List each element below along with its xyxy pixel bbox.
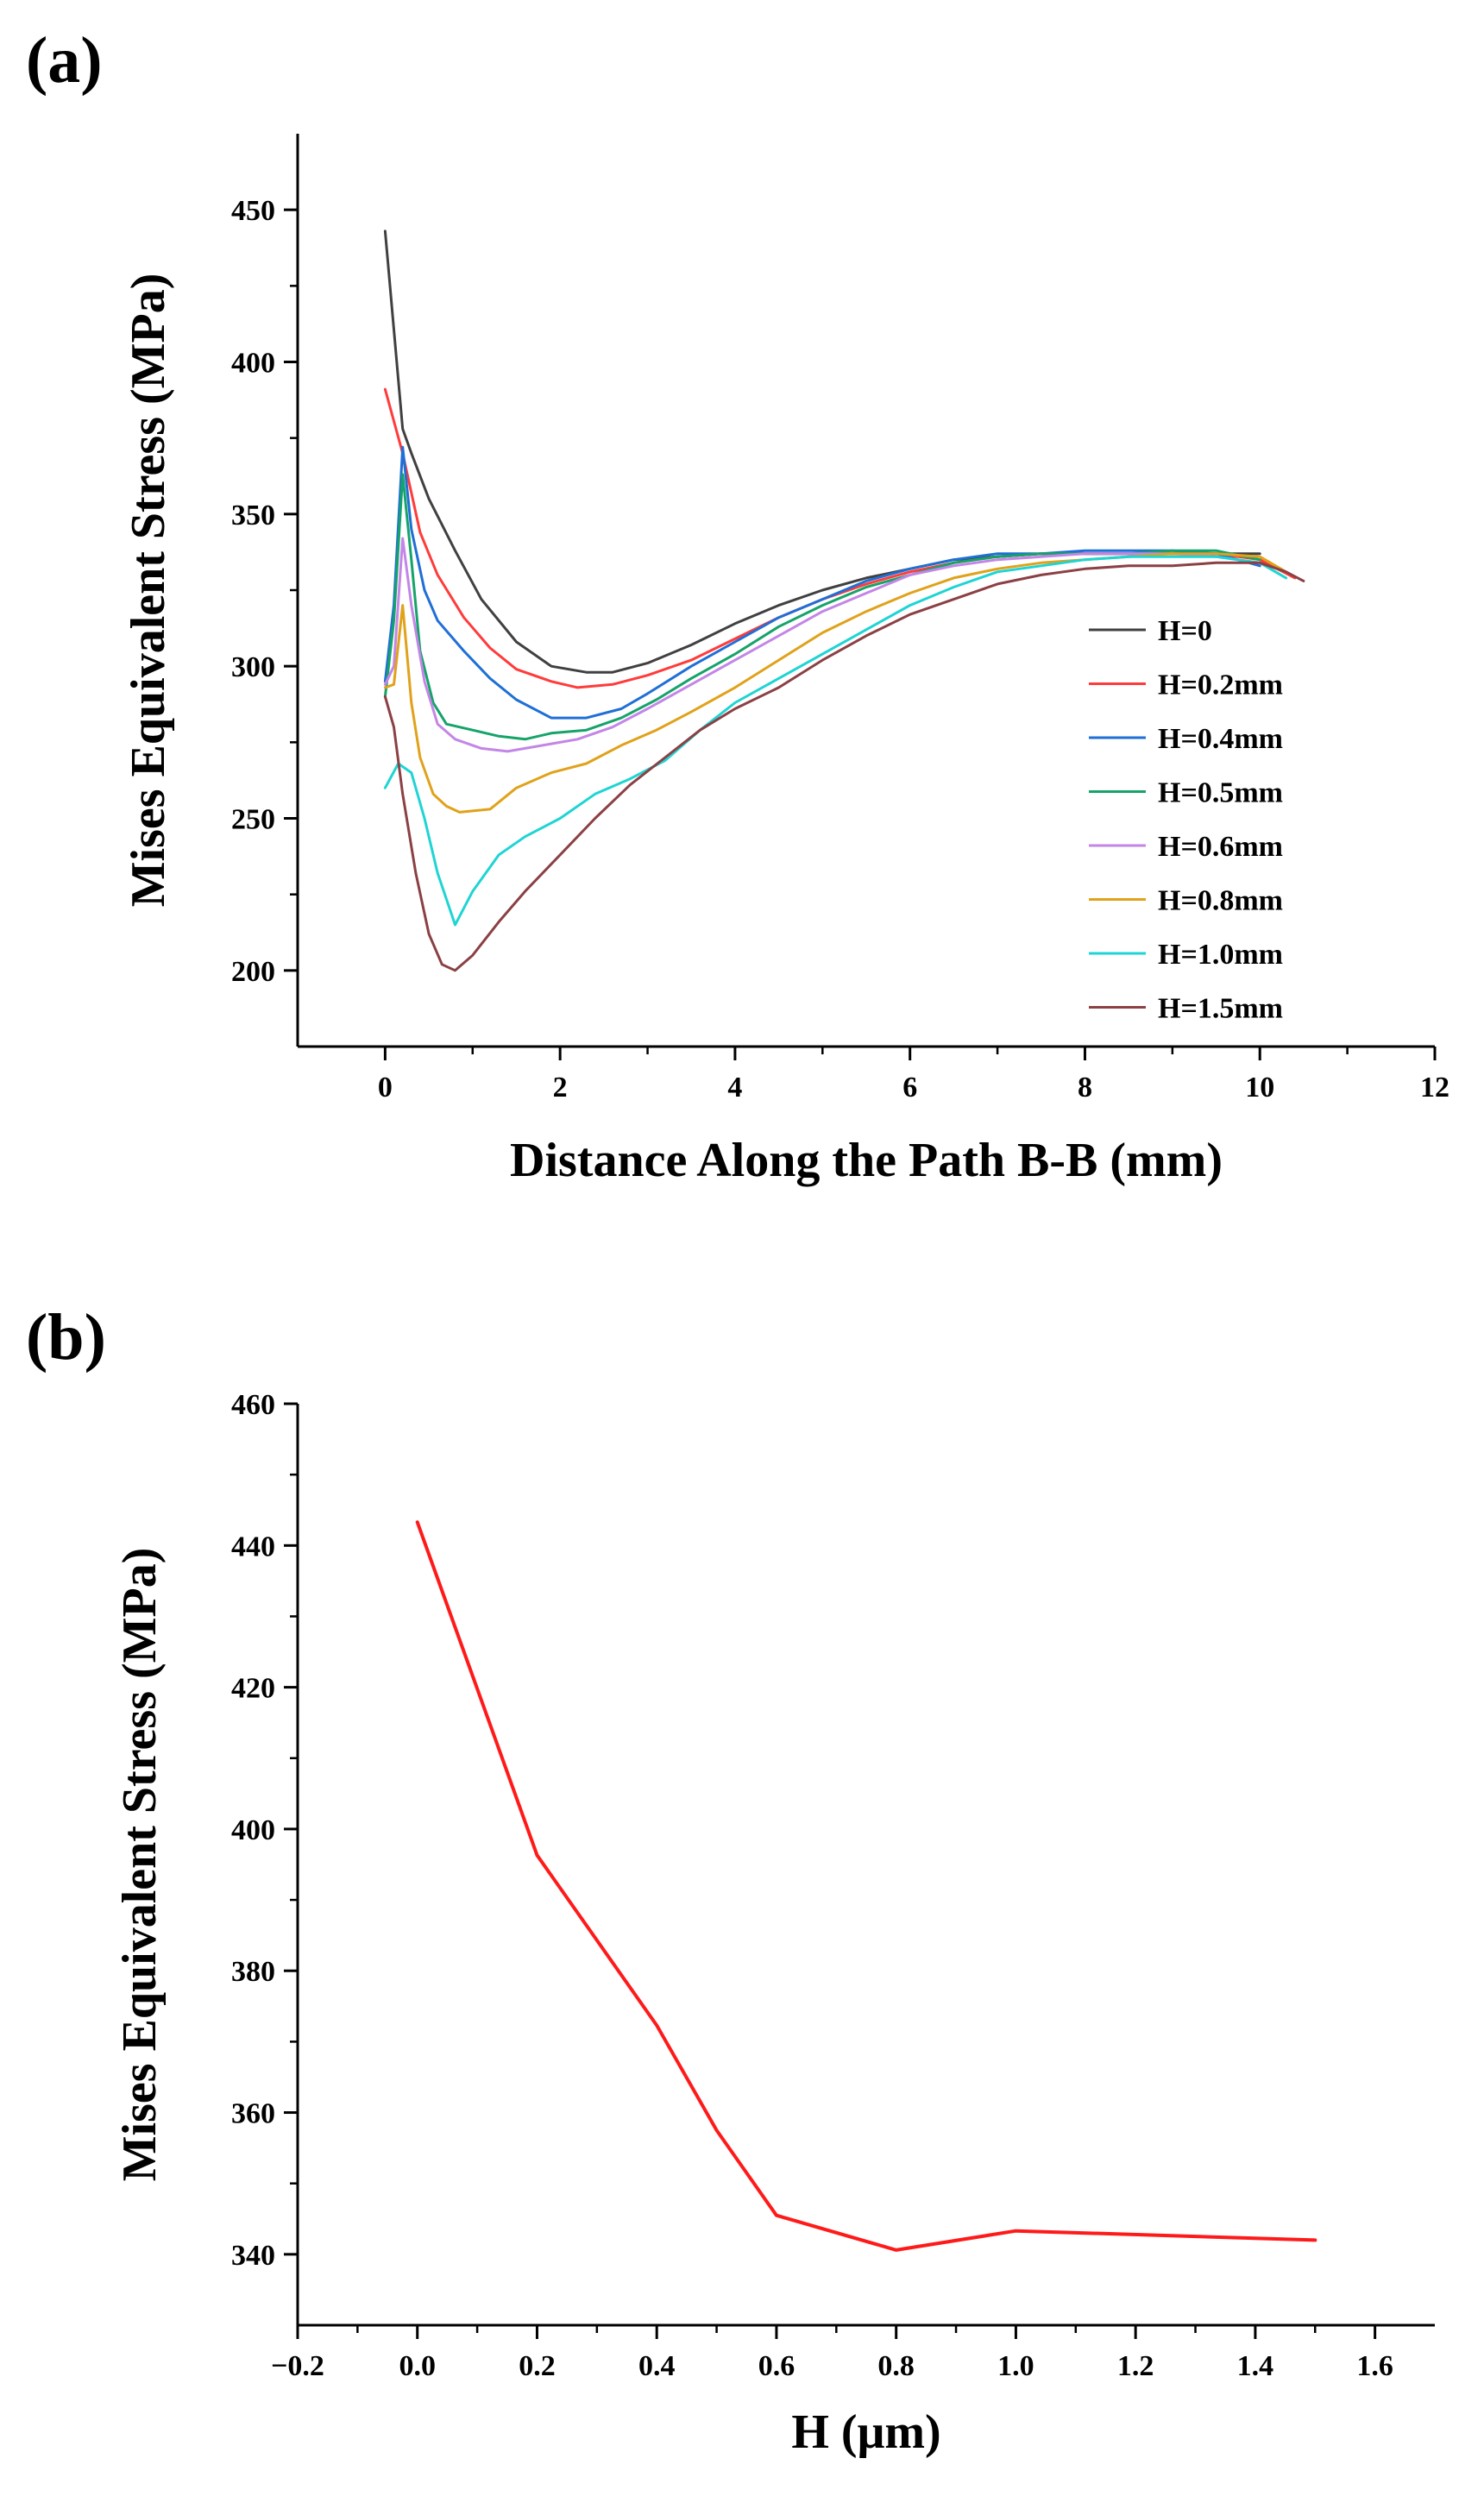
y-tick-label: 420 xyxy=(231,1673,275,1705)
panel-b-line-chart: (b) 340 360 380 400 420 440 460 −0.2 0.0 0.2 0.4 0.… xyxy=(26,1301,1435,2459)
y-tick-label: 340 xyxy=(231,2240,275,2272)
y-tick-label: 250 xyxy=(231,804,275,836)
x-tick-label: 6 xyxy=(902,1072,917,1103)
legend-label: H=0.5mm xyxy=(1158,777,1283,809)
legend-label: H=0.6mm xyxy=(1158,831,1283,863)
x-axis-title: H (μm) xyxy=(791,2405,940,2459)
legend-label: H=1.5mm xyxy=(1158,993,1283,1025)
y-tick-label: 200 xyxy=(231,956,275,988)
x-tick-label: 1.6 xyxy=(1356,2350,1393,2382)
x-tick-label: 1.0 xyxy=(997,2350,1034,2382)
x-tick-label: 0.2 xyxy=(519,2350,556,2382)
panel-a-line-chart: (a) 200 250 300 350 400 450 0 2 4 6 8 10 12 Distance … xyxy=(26,24,1449,1187)
legend-label: H=0 xyxy=(1158,615,1212,647)
x-tick-label: 12 xyxy=(1420,1072,1449,1103)
y-tick-label: 450 xyxy=(231,195,275,227)
y-tick-label: 440 xyxy=(231,1531,275,1562)
legend-label: H=1.0mm xyxy=(1158,939,1283,971)
series-line-8 xyxy=(383,561,1305,972)
x-tick-label: 4 xyxy=(727,1072,742,1103)
y-tick-label: 380 xyxy=(231,1956,275,1988)
x-axis-title: Distance Along the Path B-B (mm) xyxy=(510,1134,1223,1187)
legend-label: H=0.4mm xyxy=(1158,723,1283,755)
y-tick-label: 400 xyxy=(231,348,275,380)
y-tick-label: 360 xyxy=(231,2098,275,2130)
x-tick-label: 10 xyxy=(1245,1072,1274,1103)
y-tick-label: 350 xyxy=(231,500,275,531)
x-tick-label: 1.2 xyxy=(1117,2350,1154,2382)
legend-label: H=0.8mm xyxy=(1158,885,1283,917)
x-tick-label: −0.2 xyxy=(271,2350,324,2382)
x-tick-label: 0.8 xyxy=(877,2350,915,2382)
y-axis-title: Mises Equivalent Stress (MPa) xyxy=(122,274,175,908)
x-tick-label: 2 xyxy=(553,1072,568,1103)
x-tick-label: 8 xyxy=(1078,1072,1092,1103)
legend-label: H=0.2mm xyxy=(1158,670,1283,701)
x-tick-label: 1.4 xyxy=(1237,2350,1274,2382)
y-tick-label: 300 xyxy=(231,651,275,683)
panel-a-label: (a) xyxy=(26,24,103,97)
y-tick-label: 400 xyxy=(231,1814,275,1846)
y-axis-title: Mises Equivalent Stress (MPa) xyxy=(113,1548,167,2182)
x-tick-label: 0.0 xyxy=(399,2350,436,2382)
y-tick-label: 460 xyxy=(231,1389,275,1421)
series-line-4 xyxy=(383,473,1261,741)
panel-b-label: (b) xyxy=(26,1301,106,1374)
series-line-1 xyxy=(415,1520,1317,2252)
series-line-3 xyxy=(383,445,1261,720)
series-line-7 xyxy=(383,555,1288,927)
series-line-5 xyxy=(383,537,1261,753)
x-tick-label: 0.4 xyxy=(638,2350,676,2382)
x-tick-label: 0 xyxy=(378,1072,393,1103)
x-tick-label: 0.6 xyxy=(758,2350,795,2382)
